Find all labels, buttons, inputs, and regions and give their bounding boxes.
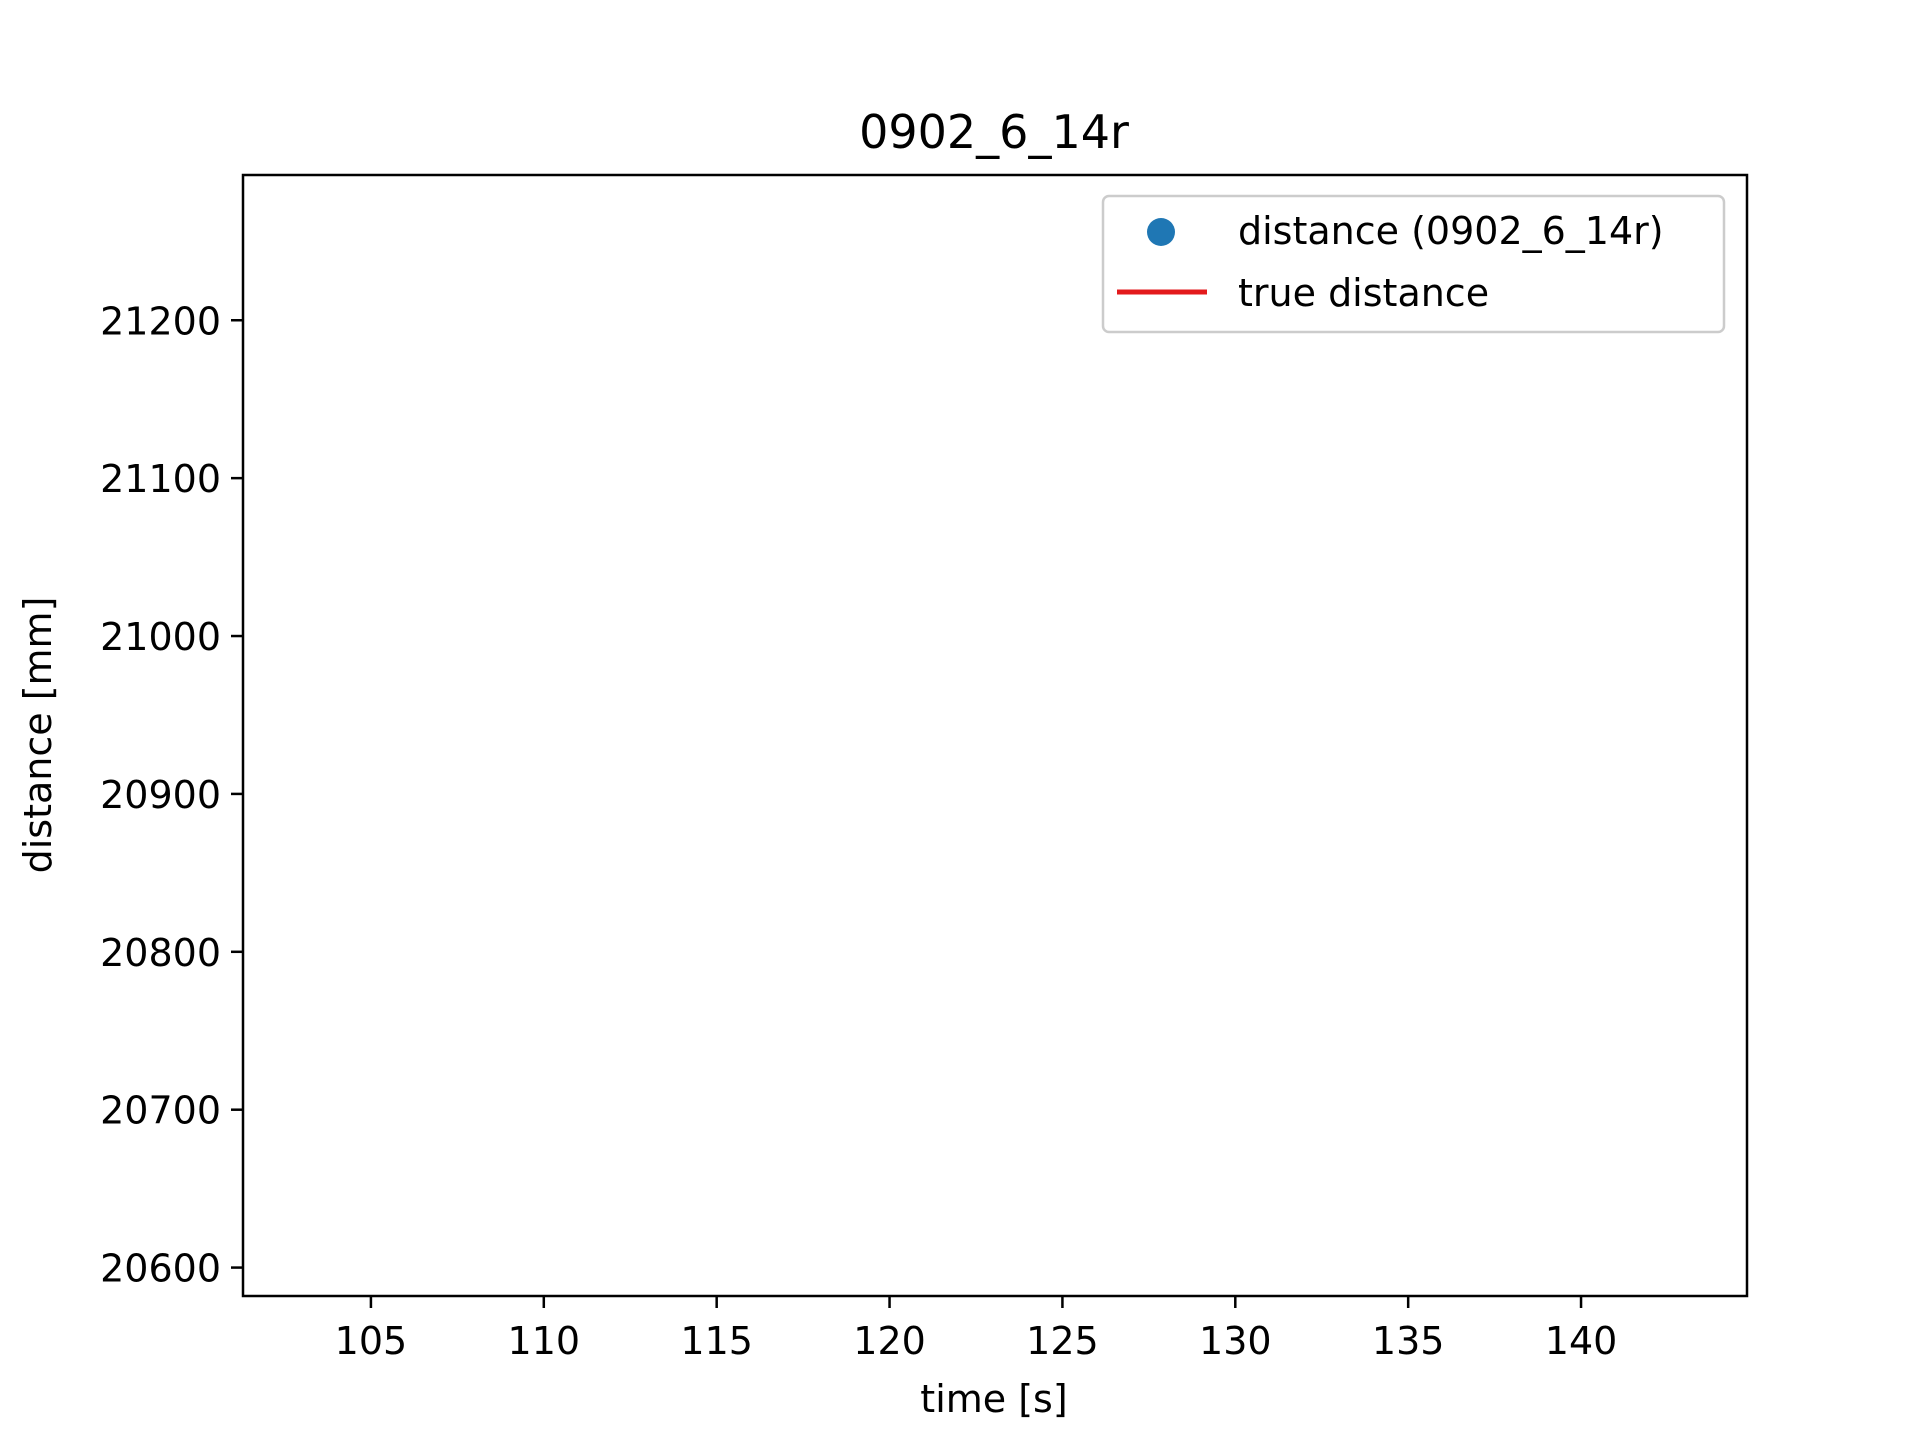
- legend-frame: [1101, 194, 1726, 334]
- x-tick-label: 135: [1372, 1319, 1445, 1363]
- x-tick-label: 140: [1545, 1319, 1618, 1363]
- plot-area-frame: [241, 173, 1749, 1298]
- x-axis-label: time [s]: [920, 1377, 1067, 1421]
- chart-title: 0902_6_14r: [859, 105, 1129, 159]
- x-tick-label: 120: [853, 1319, 926, 1363]
- legend-marker-distance: [1147, 218, 1175, 246]
- x-tick-label: 130: [1199, 1319, 1272, 1363]
- x-tick-label: 115: [680, 1319, 753, 1363]
- y-tick-label: 20700: [100, 1089, 221, 1133]
- x-tick-label: 125: [1026, 1319, 1099, 1363]
- y-tick-label: 20600: [100, 1247, 221, 1291]
- y-tick-label: 21000: [100, 615, 221, 659]
- legend: distance (0902_6_14r) true distance: [1101, 194, 1726, 334]
- y-tick-label: 21200: [100, 299, 221, 343]
- x-axis-ticks: 105 110 115 120 125 130 135 140: [335, 1296, 1618, 1363]
- y-axis-ticks: 20600 20700 20800 20900 21000 21100 21200: [100, 299, 243, 1291]
- y-axis-label: distance [mm]: [16, 597, 60, 874]
- legend-label-distance: distance (0902_6_14r): [1238, 209, 1664, 253]
- y-tick-label: 20800: [100, 931, 221, 975]
- x-tick-label: 110: [508, 1319, 581, 1363]
- legend-label-true-distance: true distance: [1238, 271, 1489, 315]
- y-tick-label: 20900: [100, 773, 221, 817]
- y-tick-label: 21100: [100, 457, 221, 501]
- x-tick-label: 105: [335, 1319, 408, 1363]
